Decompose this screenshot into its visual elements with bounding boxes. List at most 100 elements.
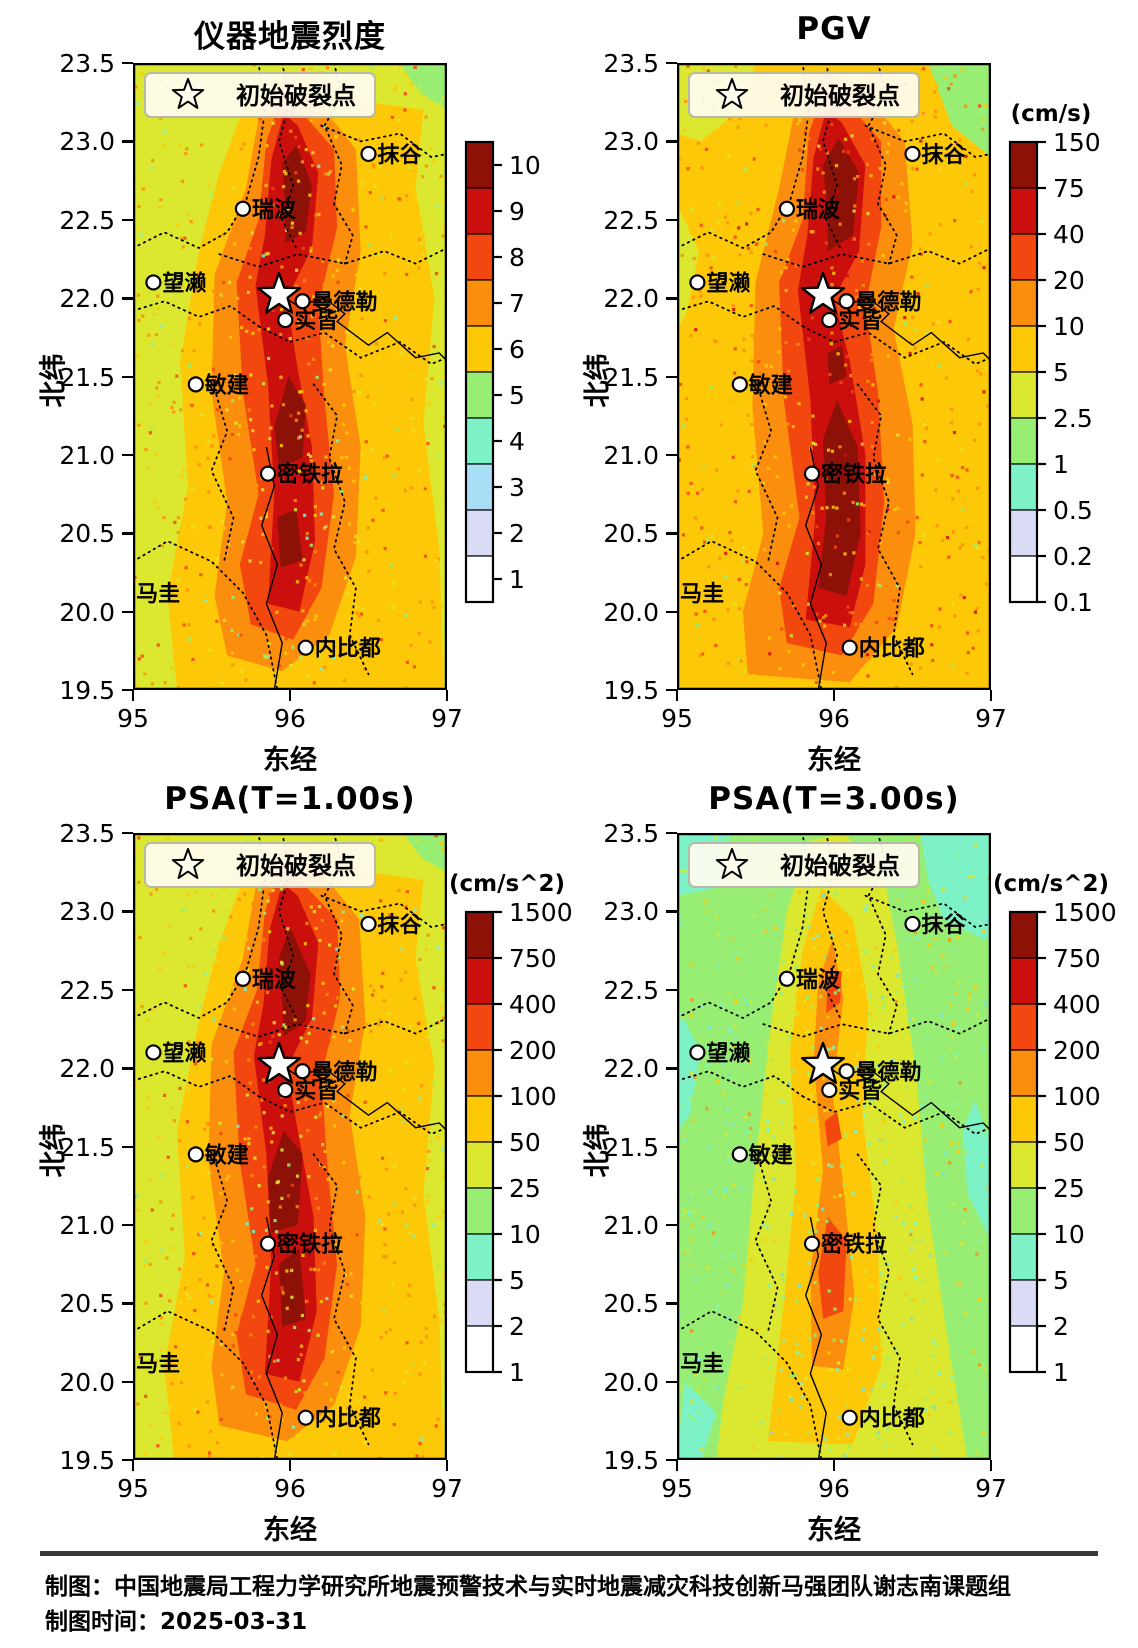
colorbar-tick-label: 100 (509, 1082, 557, 1111)
colorbar-tick-label: 3 (509, 473, 525, 502)
caption-separator (40, 1551, 1098, 1556)
solid-boundary-0 (804, 1216, 827, 1460)
city-marker-mandalay (838, 293, 855, 310)
intensity-blob-1 (928, 63, 991, 158)
y-tick-label: 20.0 (603, 597, 659, 627)
y-tick-label: 20.5 (59, 519, 115, 549)
legend-initial-rupture: 初始破裂点 (688, 72, 920, 118)
panel-title-pgv: PGV (796, 11, 872, 47)
legend-star-icon (715, 848, 749, 879)
colorbar-band (1009, 1003, 1038, 1051)
x-tick-mark (676, 1460, 679, 1471)
y-tick-label: 19.5 (603, 676, 659, 705)
city-label-mogok: 抹谷 (922, 143, 967, 168)
colorbar-tick-label: 200 (509, 1036, 557, 1065)
colorbar-tick-label: 7 (509, 289, 525, 318)
y-tick-label: 20.5 (603, 1289, 659, 1319)
y-tick-label: 19.5 (59, 1446, 115, 1475)
colorbar-band (465, 1141, 494, 1189)
colorbar-band (465, 371, 494, 419)
colorbar-band (465, 1187, 494, 1235)
y-tick-label: 22.5 (59, 975, 115, 1005)
city-label-monywa: 望濑 (706, 270, 750, 296)
x-axis-label: 东经 (807, 1515, 861, 1546)
intensity-blob-2 (677, 204, 699, 330)
y-tick-label: 20.0 (59, 597, 115, 627)
city-label-monywa: 望濑 (706, 1040, 750, 1066)
y-tick-label: 20.5 (59, 1289, 115, 1319)
colorbar-psa1: 1500 750 400 200 100 50 25 10 5 2 1 (464, 898, 573, 1387)
colorbar-tick-label: 2 (509, 519, 525, 548)
x-tick-label: 96 (274, 1474, 306, 1503)
city-label-meiktila: 密铁拉 (821, 462, 887, 488)
y-tick-label: 22.5 (603, 975, 659, 1005)
panel-title-psa1: PSA(T=1.00s) (164, 781, 416, 817)
colorbar-tick-label: 400 (1053, 990, 1101, 1019)
plot-border (133, 833, 447, 1460)
legend-label: 初始破裂点 (236, 852, 356, 880)
city-marker-monywa (689, 274, 706, 291)
solid-boundary-1 (273, 289, 447, 362)
city-marker-mandalay (294, 1063, 311, 1080)
colorbar-tick-label: 20 (1053, 266, 1085, 295)
x-tick-mark (990, 690, 993, 701)
y-tick-label: 22.0 (59, 1054, 115, 1084)
colorbar-tick-label: 10 (1053, 312, 1085, 341)
y-tick-label: 21.0 (59, 440, 115, 470)
city-label-naypyidaw: 内比都 (859, 637, 925, 662)
city-marker-mogok (904, 145, 921, 163)
city-marker-mandalay (294, 293, 311, 310)
colorbar-band (465, 187, 494, 235)
colorbar-band (465, 555, 494, 603)
legend-label: 初始破裂点 (780, 852, 900, 880)
x-tick-mark (676, 690, 679, 701)
colorbar-band (465, 911, 494, 959)
x-tick-label: 95 (661, 704, 693, 733)
plot-border (677, 833, 991, 1460)
colorbar-intensity: 10 9 8 7 6 5 4 3 2 1 (464, 140, 541, 604)
y-tick-label: 20.5 (603, 519, 659, 549)
city-label-sagaing: 实皆 (838, 308, 882, 334)
solid-boundary-1 (273, 1059, 447, 1132)
dotted-boundary-6 (801, 1095, 991, 1136)
city-marker-naypyidaw (841, 639, 858, 656)
y-tick-mark (122, 1380, 133, 1384)
y-tick-mark (122, 140, 133, 143)
city-marker-meiktila (259, 465, 277, 482)
y-tick-mark (666, 910, 677, 913)
city-label-naypyidaw: 内比都 (315, 1407, 381, 1432)
x-tick-label: 96 (818, 704, 850, 733)
city-marker-sagaing (277, 1081, 294, 1099)
dotted-boundary-5 (133, 1070, 260, 1098)
y-tick-label: 23.5 (59, 49, 115, 78)
colorbar-tick-label: 2 (509, 1312, 525, 1341)
y-tick-mark (666, 832, 677, 835)
legend-box (144, 842, 376, 888)
colorbar-tick-label: 8 (509, 243, 525, 272)
city-marker-meiktila (803, 465, 821, 482)
dotted-boundary-8 (210, 388, 235, 563)
city-marker-naypyidaw (297, 639, 314, 656)
colorbar-tick-label: 5 (509, 381, 525, 410)
colorbar-band (465, 957, 494, 1005)
y-tick-mark (122, 689, 133, 692)
legend-box (688, 842, 920, 888)
city-label-shwebo: 瑞波 (252, 198, 297, 223)
colorbar-band (1009, 1049, 1038, 1097)
x-tick-mark (833, 1460, 836, 1471)
intensity-blob-2 (677, 1005, 701, 1131)
city-label-meiktila: 密铁拉 (277, 1232, 343, 1258)
colorbar-tick-label: 0.5 (1053, 496, 1093, 525)
colorbar-band (465, 1325, 494, 1373)
legend-initial-rupture: 初始破裂点 (688, 842, 920, 888)
colorbar-tick-label: 2 (1053, 1312, 1069, 1341)
y-tick-label: 23.0 (59, 897, 115, 927)
city-label-mogok: 抹谷 (922, 913, 967, 938)
colorbar-tick-label: 1 (509, 565, 525, 594)
intensity-blob-9 (818, 1217, 847, 1319)
x-tick-label: 97 (975, 704, 1007, 733)
y-tick-label: 21.0 (603, 1210, 659, 1240)
epicenter-star-icon (256, 271, 302, 314)
